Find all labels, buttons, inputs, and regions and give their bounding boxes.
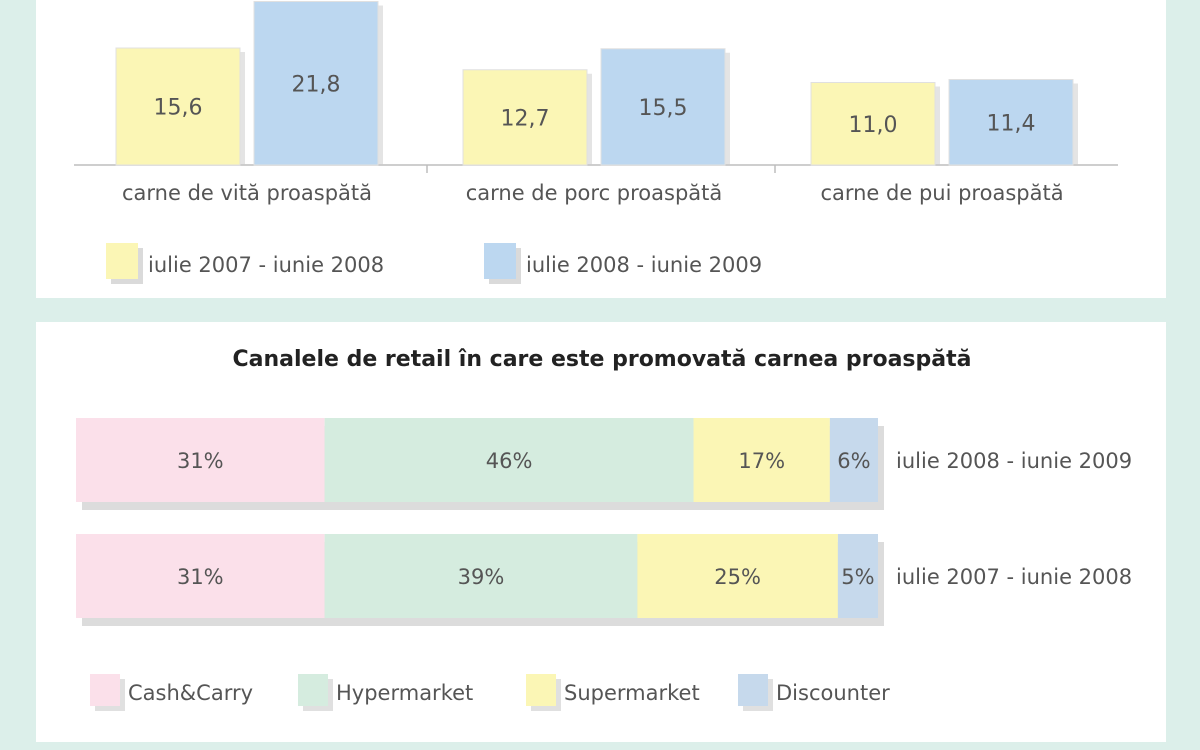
data-label: 15,5 xyxy=(639,96,688,121)
data-label: 21,8 xyxy=(292,72,341,97)
legend-swatch xyxy=(90,674,120,706)
x-tick-label: carne de porc proaspătă xyxy=(466,181,723,205)
retail-channels-stacked-bar-chart: Canalele de retail în care este promovat… xyxy=(76,347,1132,711)
segment-label: 5% xyxy=(841,565,874,589)
segment-label: 31% xyxy=(177,449,224,473)
legend-label: iulie 2007 - iunie 2008 xyxy=(148,253,384,277)
chart-title: Canalele de retail în care este promovat… xyxy=(233,347,972,372)
segment-label: 25% xyxy=(714,565,761,589)
legend-label: Hypermarket xyxy=(336,681,473,705)
data-label: 11,0 xyxy=(849,113,898,138)
legend-swatch xyxy=(484,243,516,279)
x-tick-label: carne de vită proaspătă xyxy=(122,181,372,205)
bar xyxy=(600,48,726,166)
legend-swatch xyxy=(526,674,556,706)
segment-label: 46% xyxy=(486,449,533,473)
segment-label: 17% xyxy=(738,449,785,473)
legend-label: Cash&Carry xyxy=(128,681,253,705)
legend-swatch xyxy=(106,243,138,279)
data-label: 11,4 xyxy=(987,111,1036,136)
bar xyxy=(462,69,588,166)
bar-segment xyxy=(76,418,325,502)
data-label: 12,7 xyxy=(501,106,550,131)
segment-label: 31% xyxy=(177,565,224,589)
bar-segment xyxy=(76,534,325,618)
retail-channels-chart-panel: Canalele de retail în care este promovat… xyxy=(36,322,1166,742)
legend-swatch xyxy=(298,674,328,706)
segment-label: 6% xyxy=(837,449,870,473)
row-label: iulie 2008 - iunie 2009 xyxy=(896,449,1132,473)
meat-volume-chart-panel: 15,6 21,8 carne de vită proaspătă 12,7 15,5 c… xyxy=(36,0,1166,298)
bar-segment xyxy=(829,418,878,502)
bar xyxy=(115,47,241,166)
bar xyxy=(948,79,1074,166)
bar-segment xyxy=(837,534,878,618)
bar-segment xyxy=(637,534,838,618)
legend-label: Discounter xyxy=(776,681,890,705)
legend-swatch xyxy=(738,674,768,706)
bar-segment xyxy=(324,534,638,618)
legend-label: Supermarket xyxy=(564,681,700,705)
row-label: iulie 2007 - iunie 2008 xyxy=(896,565,1132,589)
bar-segment xyxy=(693,418,830,502)
legend-label: iulie 2008 - iunie 2009 xyxy=(526,253,762,277)
meat-volume-bar-chart: 15,6 21,8 carne de vită proaspătă 12,7 15,5 c… xyxy=(74,1,1118,284)
data-label: 15,6 xyxy=(154,96,203,121)
bar xyxy=(253,1,379,166)
segment-label: 39% xyxy=(458,565,505,589)
x-tick-label: carne de pui proaspătă xyxy=(820,181,1063,205)
bar xyxy=(810,82,936,166)
bar-segment xyxy=(324,418,694,502)
